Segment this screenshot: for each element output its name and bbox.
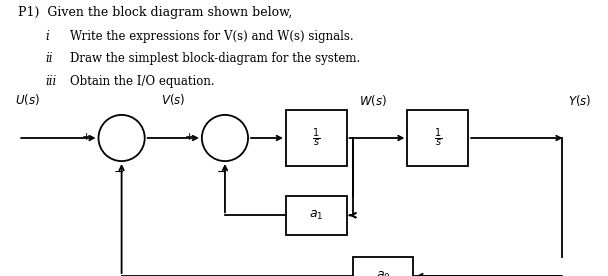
Text: $W(s)$: $W(s)$ <box>359 93 387 108</box>
Ellipse shape <box>98 115 145 161</box>
Text: $\frac{1}{s}$: $\frac{1}{s}$ <box>434 126 442 150</box>
Text: $\frac{1}{s}$: $\frac{1}{s}$ <box>312 126 320 150</box>
Text: iii: iii <box>46 75 57 87</box>
Text: P1)  Given the block diagram shown below,: P1) Given the block diagram shown below, <box>18 6 292 18</box>
Text: $a_0$: $a_0$ <box>376 269 390 276</box>
Text: $a_1$: $a_1$ <box>309 209 323 222</box>
Text: i: i <box>46 30 49 43</box>
Text: Draw the simplest block-diagram for the system.: Draw the simplest block-diagram for the … <box>70 52 360 65</box>
Ellipse shape <box>202 115 248 161</box>
Text: +: + <box>185 132 195 142</box>
Text: Write the expressions for V(s) and W(s) signals.: Write the expressions for V(s) and W(s) … <box>70 30 353 43</box>
Text: −: − <box>216 166 227 179</box>
Text: +: + <box>82 132 91 142</box>
Text: Obtain the I/O equation.: Obtain the I/O equation. <box>70 75 215 87</box>
Bar <box>286 110 347 166</box>
Bar <box>407 110 468 166</box>
Bar <box>286 196 347 235</box>
Text: ii: ii <box>46 52 53 65</box>
Text: $U(s)$: $U(s)$ <box>15 92 40 107</box>
Text: −: − <box>113 166 124 179</box>
Bar <box>353 257 413 276</box>
Text: $V(s)$: $V(s)$ <box>161 92 185 107</box>
Text: $Y(s)$: $Y(s)$ <box>568 93 592 108</box>
